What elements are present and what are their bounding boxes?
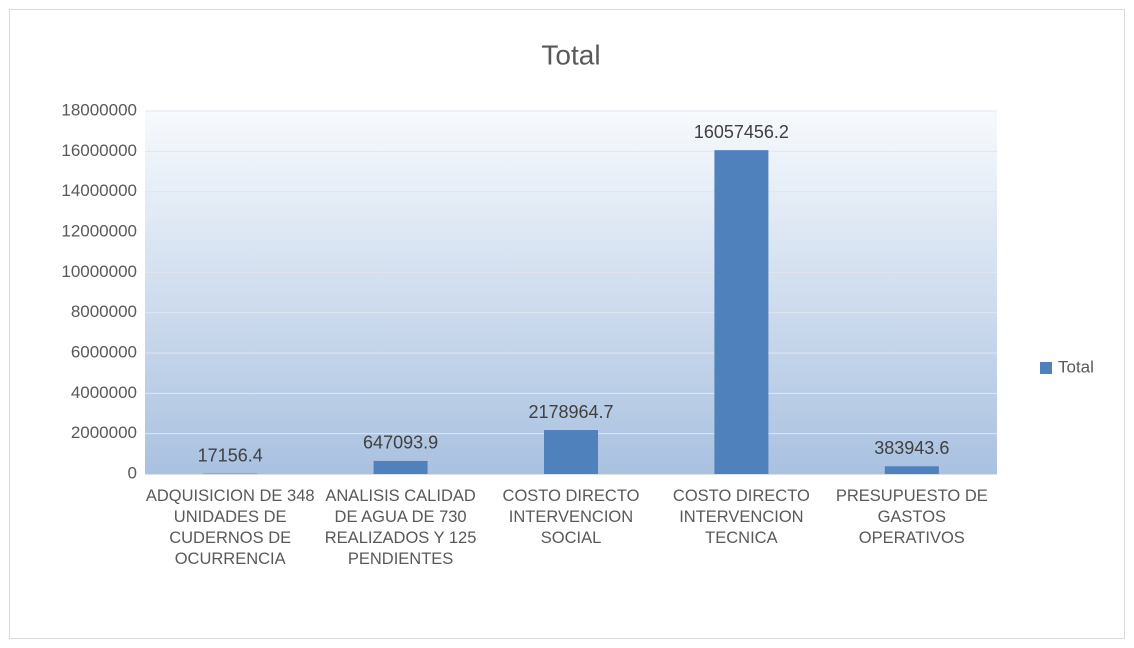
y-tick-label: 0 — [128, 463, 137, 482]
y-tick-label: 16000000 — [61, 141, 137, 160]
data-label: 17156.4 — [198, 445, 263, 465]
y-tick-label: 14000000 — [61, 181, 137, 200]
x-tick-label-box: COSTO DIRECTO INTERVENCION SOCIAL — [502, 487, 640, 547]
bar — [544, 430, 598, 474]
y-tick-label: 6000000 — [71, 342, 137, 361]
x-tick-label: COSTO DIRECTO INTERVENCION SOCIAL — [502, 487, 640, 547]
legend-swatch — [1040, 362, 1052, 374]
y-tick-label: 4000000 — [71, 383, 137, 402]
x-tick-label: COSTO DIRECTO INTERVENCION TECNICA — [672, 487, 810, 547]
bar — [714, 150, 769, 475]
x-tick-label-box: PRESUPUESTO DE GASTOS OPERATIVOS — [835, 487, 988, 547]
x-tick-label-box: ADQUISICION DE 348 UNIDADES DE CUDERNOS … — [145, 487, 315, 568]
data-label: 16057456.2 — [694, 122, 789, 142]
data-label: 383943.6 — [874, 438, 949, 458]
y-tick-label: 10000000 — [61, 262, 137, 281]
y-tick-label: 18000000 — [61, 100, 137, 119]
data-label: 2178964.7 — [528, 402, 613, 422]
plot-area — [145, 111, 997, 474]
legend-label: Total — [1058, 357, 1094, 376]
y-tick-label: 2000000 — [71, 423, 137, 442]
data-label: 647093.9 — [363, 433, 438, 453]
bar — [884, 466, 939, 474]
y-tick-label: 12000000 — [61, 221, 137, 240]
x-tick-label: ANALISIS CALIDAD DE AGUA DE 730 REALIZAD… — [324, 487, 477, 568]
x-tick-label: PRESUPUESTO DE GASTOS OPERATIVOS — [835, 487, 988, 547]
y-tick-label: 8000000 — [71, 302, 137, 321]
x-tick-label: ADQUISICION DE 348 UNIDADES DE CUDERNOS … — [145, 487, 315, 568]
x-tick-label-box: ANALISIS CALIDAD DE AGUA DE 730 REALIZAD… — [324, 487, 477, 568]
chart-title: Total — [541, 39, 600, 70]
x-tick-label-box: COSTO DIRECTO INTERVENCION TECNICA — [672, 487, 810, 547]
bar — [373, 460, 428, 474]
